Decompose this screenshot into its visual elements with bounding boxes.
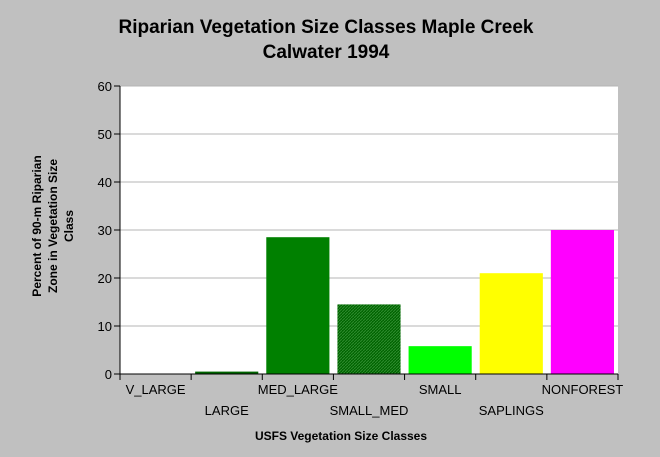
y-tick-label: 50 — [98, 127, 112, 142]
bar-med-large — [266, 237, 330, 374]
y-tick-label: 30 — [98, 223, 112, 238]
y-axis-label-line-1: Percent of 90-m Riparian — [30, 155, 44, 296]
y-ticks: 0 10 20 30 40 50 60 — [98, 79, 120, 382]
x-axis-label: USFS Vegetation Size Classes — [255, 429, 427, 443]
category-label: SAPLINGS — [479, 403, 544, 418]
category-labels: V_LARGE LARGE MED_LARGE SMALL_MED SMALL SAPLI… — [126, 382, 624, 418]
bar-large — [195, 371, 259, 374]
category-label: NONFOREST — [542, 382, 624, 397]
y-tick-label: 60 — [98, 79, 112, 94]
bars — [195, 230, 614, 374]
bar-small-med — [337, 304, 401, 374]
chart-title-line-1: Riparian Vegetation Size Classes Maple C… — [118, 17, 533, 38]
y-tick-label: 20 — [98, 271, 112, 286]
gridlines — [120, 85, 618, 327]
y-axis-label-line-3: Class — [62, 210, 76, 242]
y-axis-label-line-2: Zone in Vegetation Size — [46, 159, 60, 293]
bar-small — [408, 346, 472, 374]
y-axis-label: Percent of 90-m Riparian Zone in Vegetat… — [30, 155, 76, 296]
y-tick-label: 10 — [98, 319, 112, 334]
category-label: LARGE — [205, 403, 249, 418]
bar-nonforest — [550, 230, 614, 374]
category-label: SMALL — [419, 382, 462, 397]
category-label: SMALL_MED — [330, 403, 409, 418]
chart-title-line-2: Calwater 1994 — [263, 42, 390, 63]
y-tick-label: 40 — [98, 175, 112, 190]
category-label: MED_LARGE — [258, 382, 339, 397]
bar-saplings — [479, 273, 543, 374]
y-tick-label: 0 — [105, 367, 112, 382]
x-ticks — [119, 374, 619, 380]
category-label: V_LARGE — [126, 382, 186, 397]
